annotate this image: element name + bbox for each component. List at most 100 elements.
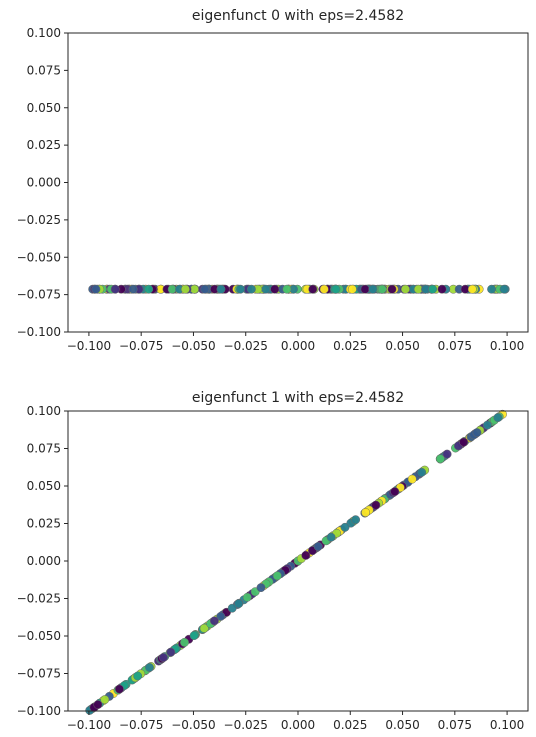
scatter-point — [189, 284, 199, 294]
x-tick-label: −0.100 — [67, 339, 111, 353]
scatter-point — [145, 663, 154, 672]
x-tick-label: −0.075 — [119, 718, 163, 732]
scatter-point — [216, 284, 226, 294]
scatter-point — [242, 592, 252, 602]
y-tick-label: 0.050 — [27, 101, 61, 115]
scatter-point — [347, 284, 357, 294]
scatter-point — [180, 284, 190, 294]
scatter-point — [493, 413, 503, 423]
chart-1: eigenfunct 1 with eps=2.4582 −0.100 −0.07… — [17, 390, 529, 732]
scatter-point — [234, 599, 244, 609]
y-tick-label: 0.100 — [27, 404, 61, 418]
scatter-point — [282, 284, 292, 294]
scatter-point — [209, 616, 219, 626]
scatter-point — [487, 284, 497, 294]
chart-1-title: eigenfunct 1 with eps=2.4582 — [192, 390, 404, 406]
y-tick-label: −0.100 — [17, 325, 61, 339]
y-tick-label: 0.050 — [27, 479, 61, 493]
x-tick-label: 0.025 — [333, 718, 367, 732]
scatter-point — [442, 449, 452, 459]
scatter-point — [340, 522, 350, 532]
y-tick-label: 0.100 — [27, 26, 61, 40]
scatter-point — [100, 695, 110, 705]
x-tick-label: 0.050 — [385, 718, 419, 732]
x-tick-label: −0.025 — [224, 718, 268, 732]
scatter-point — [272, 571, 282, 581]
scatter-point — [261, 284, 271, 294]
y-tick-label: 0.000 — [27, 176, 61, 190]
scatter-point — [437, 284, 447, 294]
scatter-point — [482, 420, 492, 430]
x-tick-label: −0.075 — [119, 339, 163, 353]
scatter-point — [91, 284, 101, 294]
chart-1-x-axis: −0.100 −0.075 −0.050 −0.025 0.000 0.025 0.050 0… — [67, 711, 524, 732]
x-tick-label: 0.100 — [490, 339, 524, 353]
scatter-point — [308, 284, 318, 294]
x-tick-label: 0.025 — [333, 339, 367, 353]
chart-0-y-axis: 0.100 0.075 0.050 0.025 0.000 −0.025 −0.050 −0.… — [17, 26, 68, 339]
x-tick-label: 0.075 — [438, 339, 472, 353]
x-tick-label: 0.000 — [281, 339, 315, 353]
y-tick-label: 0.075 — [27, 63, 61, 77]
x-tick-label: −0.050 — [171, 718, 215, 732]
scatter-point — [159, 653, 168, 662]
scatter-point — [110, 284, 120, 294]
scatter-point — [313, 542, 323, 551]
scatter-point — [351, 515, 361, 525]
scatter-point — [377, 284, 387, 294]
x-tick-label: 0.050 — [385, 339, 419, 353]
scatter-point — [467, 284, 477, 294]
scatter-point — [459, 437, 469, 447]
scatter-point — [256, 583, 266, 593]
x-tick-label: −0.100 — [67, 718, 111, 732]
scatter-point — [472, 428, 482, 438]
x-tick-label: 0.100 — [490, 718, 524, 732]
y-tick-label: 0.025 — [27, 517, 61, 531]
scatter-point — [326, 532, 336, 542]
chart-0-x-axis: −0.100 −0.075 −0.050 −0.025 0.000 0.025 0.050 0… — [67, 332, 524, 353]
scatter-point — [361, 508, 371, 517]
scatter-point — [368, 284, 378, 294]
scatter-point — [301, 550, 311, 560]
y-tick-label: −0.050 — [17, 629, 61, 643]
y-tick-label: −0.025 — [17, 213, 61, 227]
chart-0-title: eigenfunct 0 with eps=2.4582 — [192, 8, 404, 24]
y-tick-label: −0.100 — [17, 704, 61, 718]
chart-0: eigenfunct 0 with eps=2.4582 −0.100 −0.07… — [17, 8, 529, 353]
y-tick-label: −0.075 — [17, 667, 61, 681]
scatter-point — [387, 284, 397, 294]
y-tick-label: −0.075 — [17, 288, 61, 302]
scatter-point — [390, 487, 400, 497]
scatter-point — [270, 284, 280, 294]
scatter-point — [371, 500, 381, 510]
scatter-point — [227, 603, 237, 613]
scatter-point — [428, 284, 438, 294]
scatter-point — [180, 637, 189, 647]
scatter-point — [360, 284, 370, 294]
y-tick-label: 0.000 — [27, 554, 61, 568]
scatter-point — [417, 467, 427, 477]
scatter-point — [128, 284, 138, 294]
scatter-point — [407, 474, 417, 484]
scatter-point — [499, 284, 509, 294]
chart-1-points — [85, 409, 507, 715]
x-tick-label: 0.075 — [438, 718, 472, 732]
scatter-point — [216, 611, 226, 621]
scatter-point — [331, 284, 341, 294]
scatter-point — [166, 647, 176, 657]
scatter-point — [246, 284, 256, 294]
scatter-point — [400, 284, 410, 294]
x-tick-label: −0.025 — [224, 339, 268, 353]
scatter-point — [144, 284, 154, 294]
y-tick-label: −0.050 — [17, 250, 61, 264]
scatter-point — [200, 284, 210, 294]
y-tick-label: −0.025 — [17, 592, 61, 606]
x-tick-label: 0.000 — [281, 718, 315, 732]
scatter-point — [114, 684, 124, 694]
scatter-point — [236, 284, 245, 294]
scatter-point — [189, 631, 199, 641]
scatter-point — [319, 284, 329, 294]
y-tick-label: 0.075 — [27, 442, 61, 456]
scatter-point — [93, 700, 103, 710]
